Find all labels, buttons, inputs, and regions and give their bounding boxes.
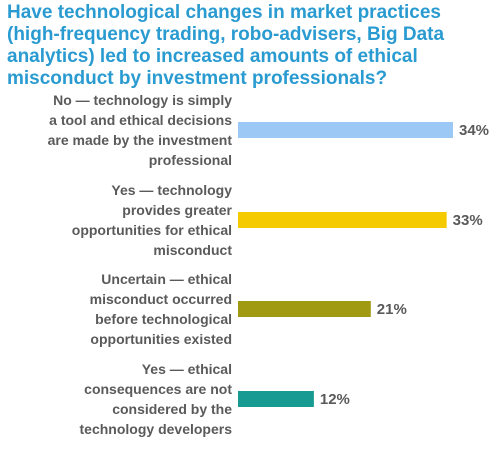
bar-2	[238, 212, 447, 228]
category-label-2-line-1: Yes — technology	[111, 182, 232, 198]
bar-1	[238, 122, 453, 138]
value-label-3: 21%	[377, 301, 407, 318]
value-label-2: 33%	[453, 212, 483, 229]
category-label-1-line-1: No — technology is simply	[53, 92, 232, 108]
category-label-3-line-4: opportunities existed	[90, 331, 232, 347]
category-label-2-line-4: misconduct	[153, 242, 232, 258]
chart-title: Have technological changes in market pra…	[7, 2, 445, 89]
value-label-4: 12%	[320, 391, 350, 408]
category-label-3-line-1: Uncertain — ethical	[101, 271, 232, 287]
category-label-1-line-4: professional	[149, 152, 232, 168]
category-label-3-line-2: misconduct occurred	[90, 291, 232, 307]
category-label-1-line-3: are made by the investment	[48, 132, 233, 148]
category-label-4-line-1: Yes — ethical	[142, 361, 232, 377]
category-label-2-line-2: provides greater	[122, 202, 232, 218]
category-label-1-line-2: a tool and ethical decisions	[49, 112, 232, 128]
category-label-3-line-3: before technological	[95, 311, 232, 327]
bar-4	[238, 391, 314, 407]
category-label-4-line-4: technology developers	[80, 421, 233, 437]
category-label-2-line-3: opportunities for ethical	[72, 222, 232, 238]
category-label-4-line-3: considered by the	[112, 401, 232, 417]
bar-3	[238, 301, 371, 317]
value-label-1: 34%	[459, 122, 489, 139]
category-label-4-line-2: consequences are not	[84, 381, 232, 397]
